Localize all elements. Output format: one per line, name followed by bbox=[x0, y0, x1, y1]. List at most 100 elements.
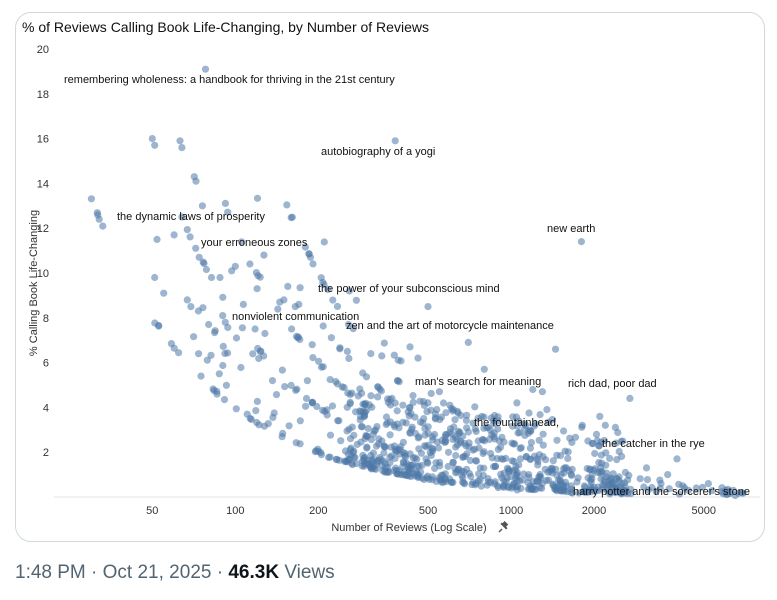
data-point[interactable] bbox=[452, 451, 460, 460]
data-point[interactable] bbox=[261, 329, 269, 338]
data-point[interactable] bbox=[317, 274, 325, 282]
data-point[interactable] bbox=[472, 427, 480, 436]
data-point[interactable] bbox=[190, 333, 198, 341]
data-point[interactable] bbox=[462, 416, 470, 424]
data-point[interactable] bbox=[406, 403, 414, 411]
data-point[interactable] bbox=[349, 325, 357, 333]
data-point[interactable] bbox=[543, 406, 551, 414]
data-point[interactable] bbox=[99, 222, 107, 230]
data-point[interactable] bbox=[192, 244, 200, 252]
data-point[interactable] bbox=[417, 449, 425, 457]
data-point[interactable] bbox=[253, 418, 261, 427]
data-point[interactable] bbox=[539, 441, 547, 449]
data-point[interactable] bbox=[577, 238, 586, 246]
data-point[interactable] bbox=[367, 392, 375, 400]
data-point[interactable] bbox=[494, 417, 502, 425]
data-point[interactable] bbox=[329, 296, 337, 304]
data-point[interactable] bbox=[606, 454, 614, 462]
data-point[interactable] bbox=[619, 437, 627, 445]
data-point[interactable] bbox=[374, 457, 382, 465]
data-point[interactable] bbox=[722, 486, 730, 494]
data-point[interactable] bbox=[151, 141, 159, 149]
data-point[interactable] bbox=[431, 430, 439, 439]
data-point[interactable] bbox=[324, 285, 332, 293]
data-point[interactable] bbox=[491, 411, 499, 420]
data-point[interactable] bbox=[219, 342, 227, 350]
data-point[interactable] bbox=[368, 464, 376, 472]
data-point[interactable] bbox=[675, 490, 684, 498]
data-point[interactable] bbox=[439, 471, 447, 479]
data-point[interactable] bbox=[704, 480, 713, 488]
data-point[interactable] bbox=[238, 238, 246, 246]
data-point[interactable] bbox=[551, 345, 560, 353]
data-point[interactable] bbox=[512, 413, 521, 421]
data-point[interactable] bbox=[592, 430, 601, 438]
data-point[interactable] bbox=[580, 482, 589, 490]
data-point[interactable] bbox=[382, 420, 390, 429]
data-point[interactable] bbox=[215, 370, 223, 378]
data-point[interactable] bbox=[399, 401, 407, 409]
data-point[interactable] bbox=[219, 293, 227, 301]
data-point[interactable] bbox=[243, 410, 251, 418]
data-point[interactable] bbox=[457, 437, 465, 445]
data-point[interactable] bbox=[420, 415, 428, 423]
data-point[interactable] bbox=[167, 340, 175, 348]
data-point[interactable] bbox=[621, 468, 630, 476]
data-point[interactable] bbox=[428, 473, 437, 481]
data-point[interactable] bbox=[495, 437, 503, 445]
data-point[interactable] bbox=[463, 465, 471, 473]
data-point[interactable] bbox=[525, 409, 533, 417]
data-point[interactable] bbox=[344, 450, 352, 458]
data-point[interactable] bbox=[444, 462, 452, 471]
data-point[interactable] bbox=[308, 398, 317, 406]
data-point[interactable] bbox=[433, 405, 441, 414]
data-point[interactable] bbox=[648, 483, 656, 492]
data-point[interactable] bbox=[395, 467, 403, 475]
data-point[interactable] bbox=[449, 458, 457, 466]
data-point[interactable] bbox=[539, 430, 547, 438]
data-point[interactable] bbox=[246, 260, 254, 268]
data-point[interactable] bbox=[178, 213, 186, 221]
data-point[interactable] bbox=[302, 402, 310, 410]
data-point[interactable] bbox=[474, 437, 482, 445]
data-point[interactable] bbox=[469, 419, 477, 427]
data-point[interactable] bbox=[399, 458, 407, 466]
data-point[interactable] bbox=[517, 484, 525, 492]
data-point[interactable] bbox=[423, 458, 431, 466]
data-point[interactable] bbox=[338, 383, 346, 391]
data-point[interactable] bbox=[485, 435, 493, 443]
data-point[interactable] bbox=[278, 366, 286, 374]
data-point[interactable] bbox=[352, 408, 360, 416]
data-point[interactable] bbox=[256, 273, 264, 281]
data-point[interactable] bbox=[353, 440, 361, 448]
data-point[interactable] bbox=[541, 465, 549, 473]
data-point[interactable] bbox=[513, 399, 521, 407]
data-point[interactable] bbox=[293, 385, 301, 393]
data-point[interactable] bbox=[458, 471, 466, 479]
data-point[interactable] bbox=[519, 476, 527, 484]
data-point[interactable] bbox=[395, 378, 403, 386]
data-point[interactable] bbox=[444, 448, 453, 456]
data-point[interactable] bbox=[386, 453, 394, 461]
data-point[interactable] bbox=[504, 484, 512, 492]
data-point[interactable] bbox=[472, 457, 480, 465]
data-point[interactable] bbox=[538, 388, 547, 396]
data-point[interactable] bbox=[221, 318, 229, 326]
data-point[interactable] bbox=[615, 447, 623, 456]
data-point[interactable] bbox=[350, 431, 358, 439]
data-point[interactable] bbox=[87, 195, 95, 203]
pin-icon[interactable] bbox=[498, 521, 509, 533]
data-point[interactable] bbox=[302, 394, 311, 403]
data-point[interactable] bbox=[285, 422, 293, 430]
data-point[interactable] bbox=[252, 407, 260, 415]
data-point[interactable] bbox=[195, 350, 203, 358]
data-point[interactable] bbox=[272, 391, 281, 399]
data-point[interactable] bbox=[382, 413, 391, 421]
data-point[interactable] bbox=[198, 202, 206, 210]
data-point[interactable] bbox=[484, 424, 492, 432]
data-point[interactable] bbox=[466, 456, 474, 465]
data-point[interactable] bbox=[400, 468, 408, 476]
data-point[interactable] bbox=[561, 447, 569, 455]
data-point[interactable] bbox=[333, 302, 342, 310]
data-point[interactable] bbox=[406, 343, 414, 351]
